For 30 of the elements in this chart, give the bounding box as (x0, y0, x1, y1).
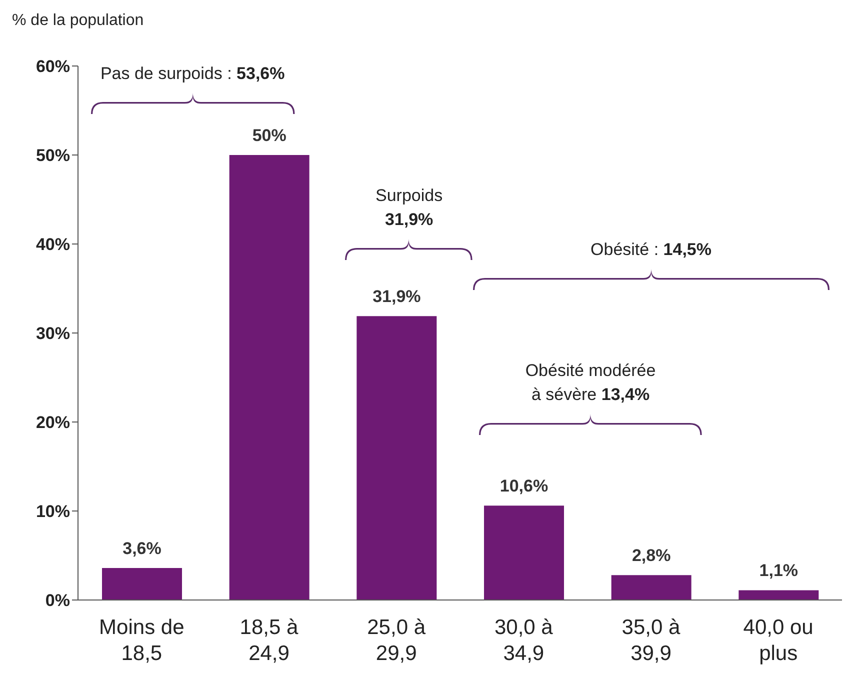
y-tick-label: 10% (36, 502, 70, 522)
bar (356, 316, 437, 600)
data-label: 2,8% (632, 546, 671, 566)
annotation: Obésité modérée à sévère 13,4% (524, 360, 657, 406)
bar (102, 568, 182, 600)
x-tick-label: 35,0 à 39,9 (622, 616, 681, 665)
data-label: 50% (252, 126, 286, 145)
x-tick-label: Moins de 18,5 (99, 616, 184, 665)
y-tick-label: 50% (36, 146, 70, 166)
y-tick-label: 20% (36, 413, 70, 432)
bar (738, 590, 819, 600)
y-tick-label: 30% (36, 324, 70, 344)
annotation: Surpoids 31,9% (374, 185, 444, 232)
x-tick-label: 30,0 à 34,9 (494, 616, 554, 665)
y-axis-title: % de la population (12, 12, 144, 30)
bar (611, 575, 692, 600)
bar (484, 506, 564, 600)
y-tick-label: 60% (36, 57, 70, 76)
data-label: 1,1% (759, 561, 798, 580)
y-tick-label: 0% (45, 591, 70, 610)
x-tick-label: 40,0 ou plus (743, 616, 814, 665)
data-label: 31,9% (372, 287, 421, 306)
annotation: Obésité : 14,5% (590, 238, 712, 261)
data-label: 10,6% (500, 476, 548, 496)
bar (229, 155, 310, 600)
x-tick-label: 25,0 à 29,9 (367, 616, 426, 665)
y-tick-label: 40% (36, 235, 70, 254)
x-tick-label: 18,5 à 24,9 (240, 616, 299, 665)
annotation: Pas de surpoids : 53,6% (100, 64, 285, 83)
data-label: 3,6% (122, 538, 162, 558)
